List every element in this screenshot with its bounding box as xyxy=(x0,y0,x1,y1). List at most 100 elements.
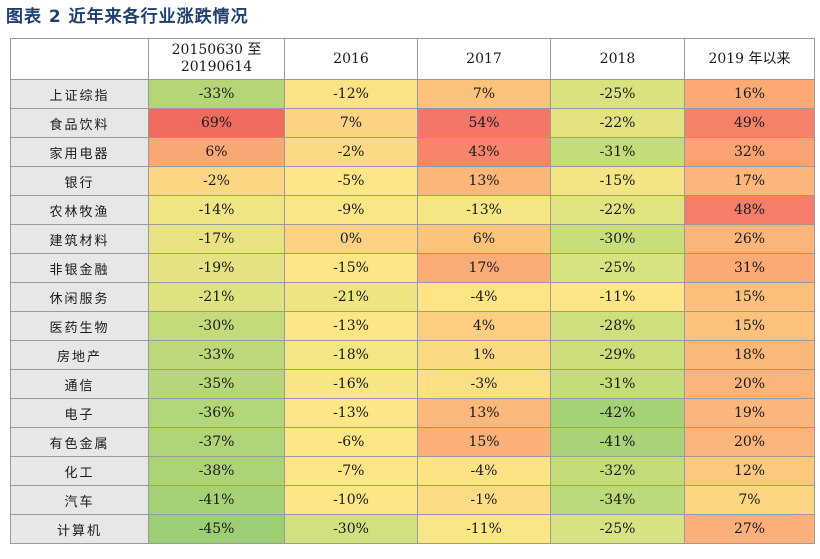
value-cell: -25% xyxy=(550,514,685,544)
value-cell: -41% xyxy=(550,427,685,457)
header-corner-cell xyxy=(10,38,149,80)
column-header: 2018 xyxy=(550,38,685,80)
table-row: 有色金属 -37% -6% 15% -41% 20% xyxy=(10,427,815,457)
value-cell: -18% xyxy=(284,340,418,370)
value-cell: -34% xyxy=(550,485,685,515)
value-cell: -30% xyxy=(284,514,418,544)
column-header: 2016 xyxy=(284,38,418,80)
value-cell: 4% xyxy=(417,311,551,341)
table-row: 医药生物 -30% -13% 4% -28% 15% xyxy=(10,311,815,341)
value-cell: 26% xyxy=(684,224,815,254)
chart-title: 图表 2 近年来各行业涨跌情况 xyxy=(6,7,249,27)
value-cell: -21% xyxy=(148,282,285,312)
value-cell: -30% xyxy=(148,311,285,341)
value-cell: -25% xyxy=(550,253,685,283)
value-cell: -13% xyxy=(284,311,418,341)
value-cell: -19% xyxy=(148,253,285,283)
value-cell: -41% xyxy=(148,485,285,515)
row-label: 化工 xyxy=(10,456,149,486)
value-cell: -33% xyxy=(148,340,285,370)
value-cell: -12% xyxy=(284,79,418,109)
value-cell: 15% xyxy=(417,427,551,457)
table-row: 通信 -35% -16% -3% -31% 20% xyxy=(10,369,815,399)
value-cell: 48% xyxy=(684,195,815,225)
table-row: 农林牧渔 -14% -9% -13% -22% 48% xyxy=(10,195,815,225)
value-cell: -37% xyxy=(148,427,285,457)
column-header: 20150630 至 20190614 xyxy=(148,38,285,80)
value-cell: -13% xyxy=(417,195,551,225)
value-cell: -29% xyxy=(550,340,685,370)
value-cell: -4% xyxy=(417,456,551,486)
value-cell: -1% xyxy=(417,485,551,515)
row-label: 有色金属 xyxy=(10,427,149,457)
row-label: 食品饮料 xyxy=(10,108,149,138)
table-row: 计算机 -45% -30% -11% -25% 27% xyxy=(10,514,815,544)
value-cell: 0% xyxy=(284,224,418,254)
table-row: 非银金融 -19% -15% 17% -25% 31% xyxy=(10,253,815,283)
table-row: 房地产 -33% -18% 1% -29% 18% xyxy=(10,340,815,370)
value-cell: -16% xyxy=(284,369,418,399)
value-cell: 7% xyxy=(417,79,551,109)
value-cell: -36% xyxy=(148,398,285,428)
table-row: 电子 -36% -13% 13% -42% 19% xyxy=(10,398,815,428)
table-row: 化工 -38% -7% -4% -32% 12% xyxy=(10,456,815,486)
value-cell: 7% xyxy=(684,485,815,515)
value-cell: -22% xyxy=(550,195,685,225)
table-body: 上证综指 -33% -12% 7% -25% 16% 食品饮料 69% 7% 54% -22% 49%… xyxy=(10,79,815,544)
value-cell: 7% xyxy=(284,108,418,138)
value-cell: -15% xyxy=(550,166,685,196)
row-label: 汽车 xyxy=(10,485,149,515)
value-cell: 15% xyxy=(684,311,815,341)
value-cell: -10% xyxy=(284,485,418,515)
value-cell: -32% xyxy=(550,456,685,486)
row-label: 房地产 xyxy=(10,340,149,370)
value-cell: 13% xyxy=(417,398,551,428)
value-cell: -28% xyxy=(550,311,685,341)
value-cell: 54% xyxy=(417,108,551,138)
row-label: 非银金融 xyxy=(10,253,149,283)
value-cell: 27% xyxy=(684,514,815,544)
value-cell: 6% xyxy=(417,224,551,254)
table-row: 建筑材料 -17% 0% 6% -30% 26% xyxy=(10,224,815,254)
industry-returns-table: 20150630 至 20190614 2016 2017 2018 2019 … xyxy=(10,38,815,544)
header-row: 20150630 至 20190614 2016 2017 2018 2019 … xyxy=(10,38,815,80)
value-cell: -5% xyxy=(284,166,418,196)
value-cell: 49% xyxy=(684,108,815,138)
value-cell: 6% xyxy=(148,137,285,167)
value-cell: -13% xyxy=(284,398,418,428)
row-label: 医药生物 xyxy=(10,311,149,341)
value-cell: 19% xyxy=(684,398,815,428)
column-header: 2017 xyxy=(417,38,551,80)
value-cell: 17% xyxy=(684,166,815,196)
value-cell: 31% xyxy=(684,253,815,283)
value-cell: -4% xyxy=(417,282,551,312)
value-cell: -30% xyxy=(550,224,685,254)
row-label: 计算机 xyxy=(10,514,149,544)
value-cell: 69% xyxy=(148,108,285,138)
row-label: 农林牧渔 xyxy=(10,195,149,225)
value-cell: -2% xyxy=(284,137,418,167)
value-cell: -17% xyxy=(148,224,285,254)
value-cell: -33% xyxy=(148,79,285,109)
value-cell: -42% xyxy=(550,398,685,428)
value-cell: -31% xyxy=(550,369,685,399)
value-cell: -6% xyxy=(284,427,418,457)
table-row: 上证综指 -33% -12% 7% -25% 16% xyxy=(10,79,815,109)
value-cell: 20% xyxy=(684,369,815,399)
table-row: 家用电器 6% -2% 43% -31% 32% xyxy=(10,137,815,167)
row-label: 电子 xyxy=(10,398,149,428)
row-label: 通信 xyxy=(10,369,149,399)
value-cell: -3% xyxy=(417,369,551,399)
value-cell: 12% xyxy=(684,456,815,486)
value-cell: -25% xyxy=(550,79,685,109)
value-cell: -21% xyxy=(284,282,418,312)
value-cell: 43% xyxy=(417,137,551,167)
value-cell: -22% xyxy=(550,108,685,138)
table-row: 银行 -2% -5% 13% -15% 17% xyxy=(10,166,815,196)
value-cell: 13% xyxy=(417,166,551,196)
table-row: 食品饮料 69% 7% 54% -22% 49% xyxy=(10,108,815,138)
row-label: 家用电器 xyxy=(10,137,149,167)
value-cell: 15% xyxy=(684,282,815,312)
value-cell: 17% xyxy=(417,253,551,283)
value-cell: -9% xyxy=(284,195,418,225)
